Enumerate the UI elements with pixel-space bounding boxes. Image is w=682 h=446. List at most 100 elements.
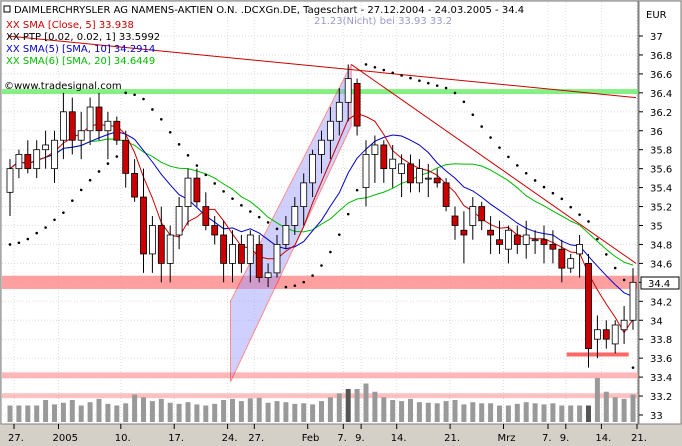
- volume-bar: [461, 404, 467, 422]
- y-tick-label: 35.8: [650, 146, 672, 157]
- x-tick-label: 9.: [560, 433, 570, 444]
- candle: [140, 196, 147, 255]
- psar-dot: [471, 113, 475, 117]
- currency-label: EUR: [646, 10, 667, 21]
- volume-bar: [345, 389, 351, 422]
- y-tick-label: 33.2: [650, 392, 672, 403]
- copyright-icon: ©: [4, 81, 14, 92]
- candle: [407, 163, 414, 184]
- candle: [585, 262, 592, 350]
- x-tick-label: 9.: [355, 433, 365, 444]
- candle: [282, 225, 290, 245]
- price-axis-panel: [638, 0, 682, 425]
- source-label: www.tradesignal.com: [14, 81, 122, 92]
- candle: [122, 139, 130, 174]
- candle: [148, 225, 156, 255]
- volume-bar: [434, 403, 440, 422]
- candle: [184, 177, 192, 207]
- y-tick-label: 33.8: [650, 335, 672, 346]
- volume-bar: [96, 398, 102, 422]
- candle: [513, 234, 521, 245]
- x-tick-label: 21.: [631, 433, 647, 444]
- candle: [487, 229, 495, 236]
- psar-dot: [364, 63, 368, 66]
- volume-bar: [60, 402, 66, 422]
- candle: [549, 244, 557, 250]
- menu-icon[interactable]: [3, 5, 11, 13]
- y-tick-label: 33: [650, 411, 663, 422]
- last-price-label: 34.4: [648, 279, 670, 290]
- x-tick-label: 7.: [542, 433, 552, 444]
- y-tick-label: 33.4: [650, 373, 672, 384]
- volume-bar: [452, 400, 458, 422]
- psar-dot: [578, 213, 581, 216]
- candle: [113, 120, 121, 141]
- psar-dot: [53, 218, 56, 222]
- candle: [504, 229, 512, 250]
- psar-dot: [284, 285, 288, 289]
- volume-bar: [7, 405, 13, 422]
- volume-bar: [568, 405, 574, 422]
- volume-bar: [425, 402, 431, 422]
- candle: [576, 244, 583, 255]
- candle: [567, 258, 575, 269]
- candle: [229, 244, 236, 264]
- volume-bar: [559, 405, 565, 422]
- x-tick-label: 2005: [53, 433, 78, 444]
- psar-dot: [17, 241, 21, 245]
- psar-dot: [569, 205, 572, 209]
- candle: [237, 244, 245, 264]
- legend-entry: XX SMA(5) [SMA, 10] 34.2914: [6, 44, 155, 55]
- volume-bar: [194, 404, 200, 422]
- volume-bar: [327, 397, 333, 422]
- volume-bar: [301, 403, 307, 422]
- candle: [451, 215, 459, 226]
- candle: [246, 234, 254, 264]
- candle: [353, 82, 361, 127]
- psar-dot: [44, 226, 47, 229]
- psar-dot: [480, 125, 484, 128]
- candle: [309, 154, 317, 184]
- psar-dot: [302, 280, 306, 284]
- psar-dot: [320, 264, 323, 267]
- volume-bar: [25, 405, 31, 422]
- candle: [629, 281, 637, 321]
- volume-bar: [123, 403, 129, 422]
- psar-dot: [240, 204, 243, 207]
- x-tick-label: 14.: [595, 433, 611, 444]
- psar-dot: [355, 188, 359, 192]
- y-tick-label: 35.6: [650, 165, 672, 176]
- psar-dot: [97, 170, 101, 173]
- psar-dot: [444, 86, 448, 90]
- volume-bar: [505, 405, 511, 422]
- volume-bar: [34, 405, 40, 422]
- candle: [594, 329, 601, 340]
- candle: [68, 111, 76, 141]
- candle: [478, 206, 486, 222]
- support-band-1: [2, 372, 638, 379]
- psar-dot: [560, 197, 564, 201]
- psar-dot: [391, 71, 395, 75]
- volume-bar: [523, 402, 529, 422]
- psar-dot: [631, 366, 635, 369]
- psar-dot: [151, 108, 154, 111]
- volume-bar: [230, 398, 235, 422]
- y-tick-label: 36.6: [650, 70, 672, 81]
- candle: [540, 239, 548, 245]
- volume-bar: [141, 397, 146, 422]
- volume-bar: [372, 391, 378, 422]
- candle: [175, 206, 183, 236]
- legend-entry: XX PTP [0.02, 0.02, 1] 33.5992: [6, 32, 160, 43]
- support-band-2: [2, 393, 638, 399]
- x-tick-label: 21.: [444, 433, 460, 444]
- psar-dot: [338, 233, 341, 236]
- volume-bar: [256, 397, 262, 422]
- psar-dot: [257, 215, 261, 219]
- volume-bar: [381, 397, 387, 422]
- volume-bar: [550, 403, 556, 422]
- candle: [220, 234, 228, 264]
- volume-bar: [247, 398, 253, 422]
- last-price-box: [640, 276, 680, 290]
- candle: [166, 234, 174, 264]
- y-tick-label: 36: [650, 127, 663, 138]
